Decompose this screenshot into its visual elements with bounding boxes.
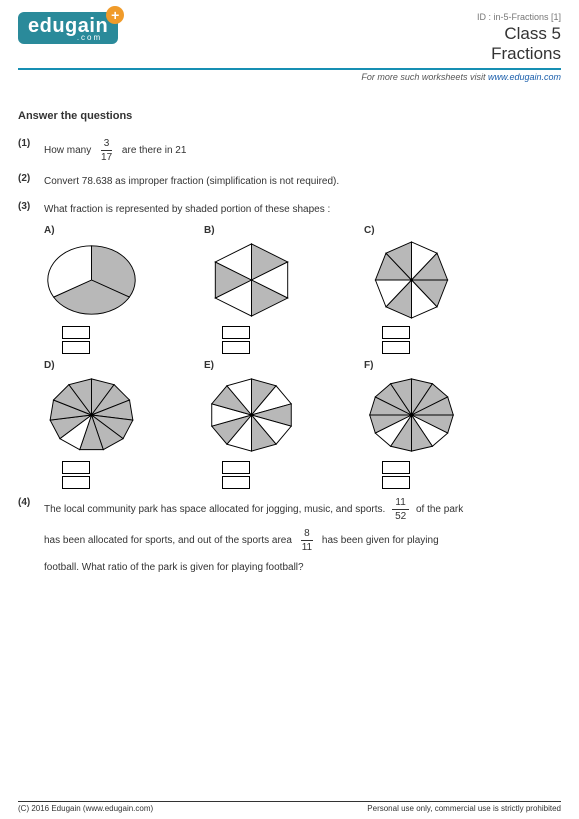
answer-fraction: [222, 461, 250, 489]
q4-t3: has been allocated for sports, and out o…: [44, 535, 295, 546]
answer-fraction: [62, 326, 90, 354]
shape-item: C): [364, 225, 474, 354]
q2-text: Convert 78.638 as improper fraction (sim…: [44, 173, 561, 191]
fraction-shape-icon: [364, 375, 459, 455]
header-meta: ID : in-5-Fractions [1] Class 5 Fraction…: [477, 12, 561, 64]
topic-label: Fractions: [477, 44, 561, 64]
sublink-prefix: For more such worksheets visit: [361, 72, 488, 82]
answer-fraction: [62, 461, 90, 489]
fraction-shape-icon: [364, 240, 459, 320]
shape-item: F): [364, 360, 474, 489]
answer-denominator-input[interactable]: [382, 476, 410, 489]
footer-left: (C) 2016 Edugain (www.edugain.com): [18, 804, 153, 813]
q4-t2: of the park: [416, 504, 463, 515]
edugain-link[interactable]: www.edugain.com: [488, 72, 561, 82]
q4-t4: has been given for playing: [322, 535, 439, 546]
worksheet-id: ID : in-5-Fractions [1]: [477, 12, 561, 22]
footer-right: Personal use only, commercial use is str…: [367, 804, 561, 813]
q4-fraction-1: 11 52: [392, 497, 409, 522]
q1-frac-den: 17: [98, 151, 115, 163]
plus-badge-icon: +: [106, 6, 124, 24]
q4-number: (4): [18, 497, 44, 508]
q3-number: (3): [18, 201, 44, 212]
question-3: (3) What fraction is represented by shad…: [18, 201, 561, 219]
q1-frac-num: 3: [101, 138, 113, 151]
answer-numerator-input[interactable]: [222, 326, 250, 339]
shape-label: B): [204, 225, 215, 236]
page-footer: (C) 2016 Edugain (www.edugain.com) Perso…: [18, 801, 561, 813]
fraction-shape-icon: [204, 375, 299, 455]
q4-f1n: 11: [392, 497, 408, 510]
q4-t1: The local community park has space alloc…: [44, 504, 388, 515]
shape-label: F): [364, 360, 373, 371]
shape-item: B): [204, 225, 314, 354]
answer-denominator-input[interactable]: [222, 341, 250, 354]
class-label: Class 5: [477, 24, 561, 44]
shapes-row-1: A) B) C): [44, 225, 561, 354]
fraction-shape-icon: [44, 240, 139, 320]
shape-item: A): [44, 225, 154, 354]
page-header: + edugain .com ID : in-5-Fractions [1] C…: [18, 12, 561, 64]
shape-label: C): [364, 225, 375, 236]
shape-label: D): [44, 360, 55, 371]
section-title: Answer the questions: [18, 110, 561, 122]
shape-label: E): [204, 360, 214, 371]
shape-item: D): [44, 360, 154, 489]
answer-numerator-input[interactable]: [382, 326, 410, 339]
q4-t5: football. What ratio of the park is give…: [44, 559, 561, 577]
fraction-shape-icon: [204, 240, 299, 320]
q4-f2d: 11: [299, 541, 315, 553]
answer-numerator-input[interactable]: [382, 461, 410, 474]
answer-fraction: [382, 326, 410, 354]
logo: + edugain .com: [18, 12, 118, 44]
q4-f2n: 8: [301, 528, 313, 541]
q1-fraction: 3 17: [98, 138, 115, 163]
shape-label: A): [44, 225, 55, 236]
answer-denominator-input[interactable]: [62, 476, 90, 489]
q1-text-a: How many: [44, 145, 94, 156]
q4-fraction-2: 8 11: [299, 528, 315, 553]
question-1: (1) How many 3 17 are there in 21: [18, 138, 561, 163]
answer-denominator-input[interactable]: [62, 341, 90, 354]
q1-text-b: are there in 21: [122, 145, 187, 156]
question-4: (4) The local community park has space a…: [18, 497, 561, 577]
header-rule: [18, 68, 561, 70]
shape-item: E): [204, 360, 314, 489]
answer-numerator-input[interactable]: [62, 326, 90, 339]
question-2: (2) Convert 78.638 as improper fraction …: [18, 173, 561, 191]
shapes-row-2: D) E) F): [44, 360, 561, 489]
fraction-shape-icon: [44, 375, 139, 455]
q4-f1d: 52: [392, 510, 409, 522]
answer-fraction: [382, 461, 410, 489]
q3-text: What fraction is represented by shaded p…: [44, 201, 561, 219]
answer-denominator-input[interactable]: [382, 341, 410, 354]
sublink: For more such worksheets visit www.eduga…: [18, 72, 561, 82]
answer-denominator-input[interactable]: [222, 476, 250, 489]
answer-numerator-input[interactable]: [62, 461, 90, 474]
answer-numerator-input[interactable]: [222, 461, 250, 474]
answer-fraction: [222, 326, 250, 354]
q1-number: (1): [18, 138, 44, 149]
q2-number: (2): [18, 173, 44, 184]
